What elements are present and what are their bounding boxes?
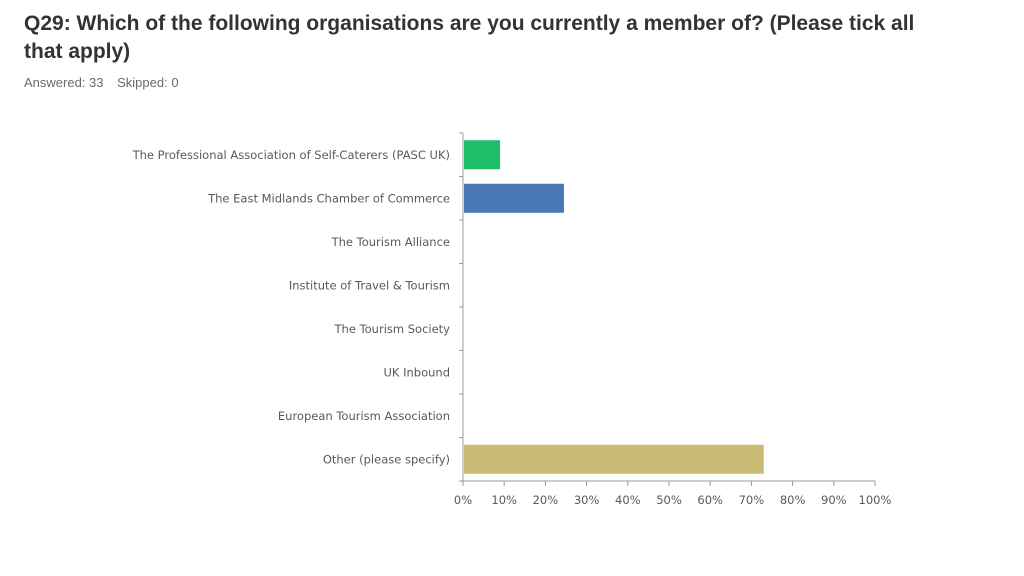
x-tick-label: 60% — [697, 493, 723, 507]
category-label: Institute of Travel & Tourism — [289, 278, 450, 292]
answered-count: Answered: 33 — [24, 75, 104, 90]
chart-title: Q29: Which of the following organisation… — [24, 12, 915, 63]
x-tick-label: 80% — [780, 493, 806, 507]
response-summary: Answered: 33 Skipped: 0 — [24, 75, 189, 90]
x-tick-label: 100% — [859, 493, 892, 507]
bar — [464, 444, 764, 474]
x-tick-label: 20% — [533, 493, 559, 507]
bar — [464, 140, 501, 170]
category-label: The Tourism Alliance — [331, 235, 450, 249]
category-label: UK Inbound — [383, 365, 450, 379]
x-tick-label: 10% — [491, 493, 517, 507]
x-tick-label: 30% — [574, 493, 600, 507]
x-tick-label: 70% — [739, 493, 765, 507]
category-label: The Professional Association of Self-Cat… — [132, 148, 450, 162]
skipped-count: Skipped: 0 — [117, 75, 179, 90]
x-tick-label: 40% — [615, 493, 641, 507]
x-tick-label: 0% — [454, 493, 472, 507]
x-tick-label: 50% — [656, 493, 682, 507]
category-label: The Tourism Society — [334, 322, 451, 336]
bar — [464, 183, 564, 213]
x-tick-label: 90% — [821, 493, 847, 507]
category-label: Other (please specify) — [323, 452, 450, 466]
category-label: European Tourism Association — [278, 409, 450, 423]
category-label: The East Midlands Chamber of Commerce — [207, 191, 450, 205]
